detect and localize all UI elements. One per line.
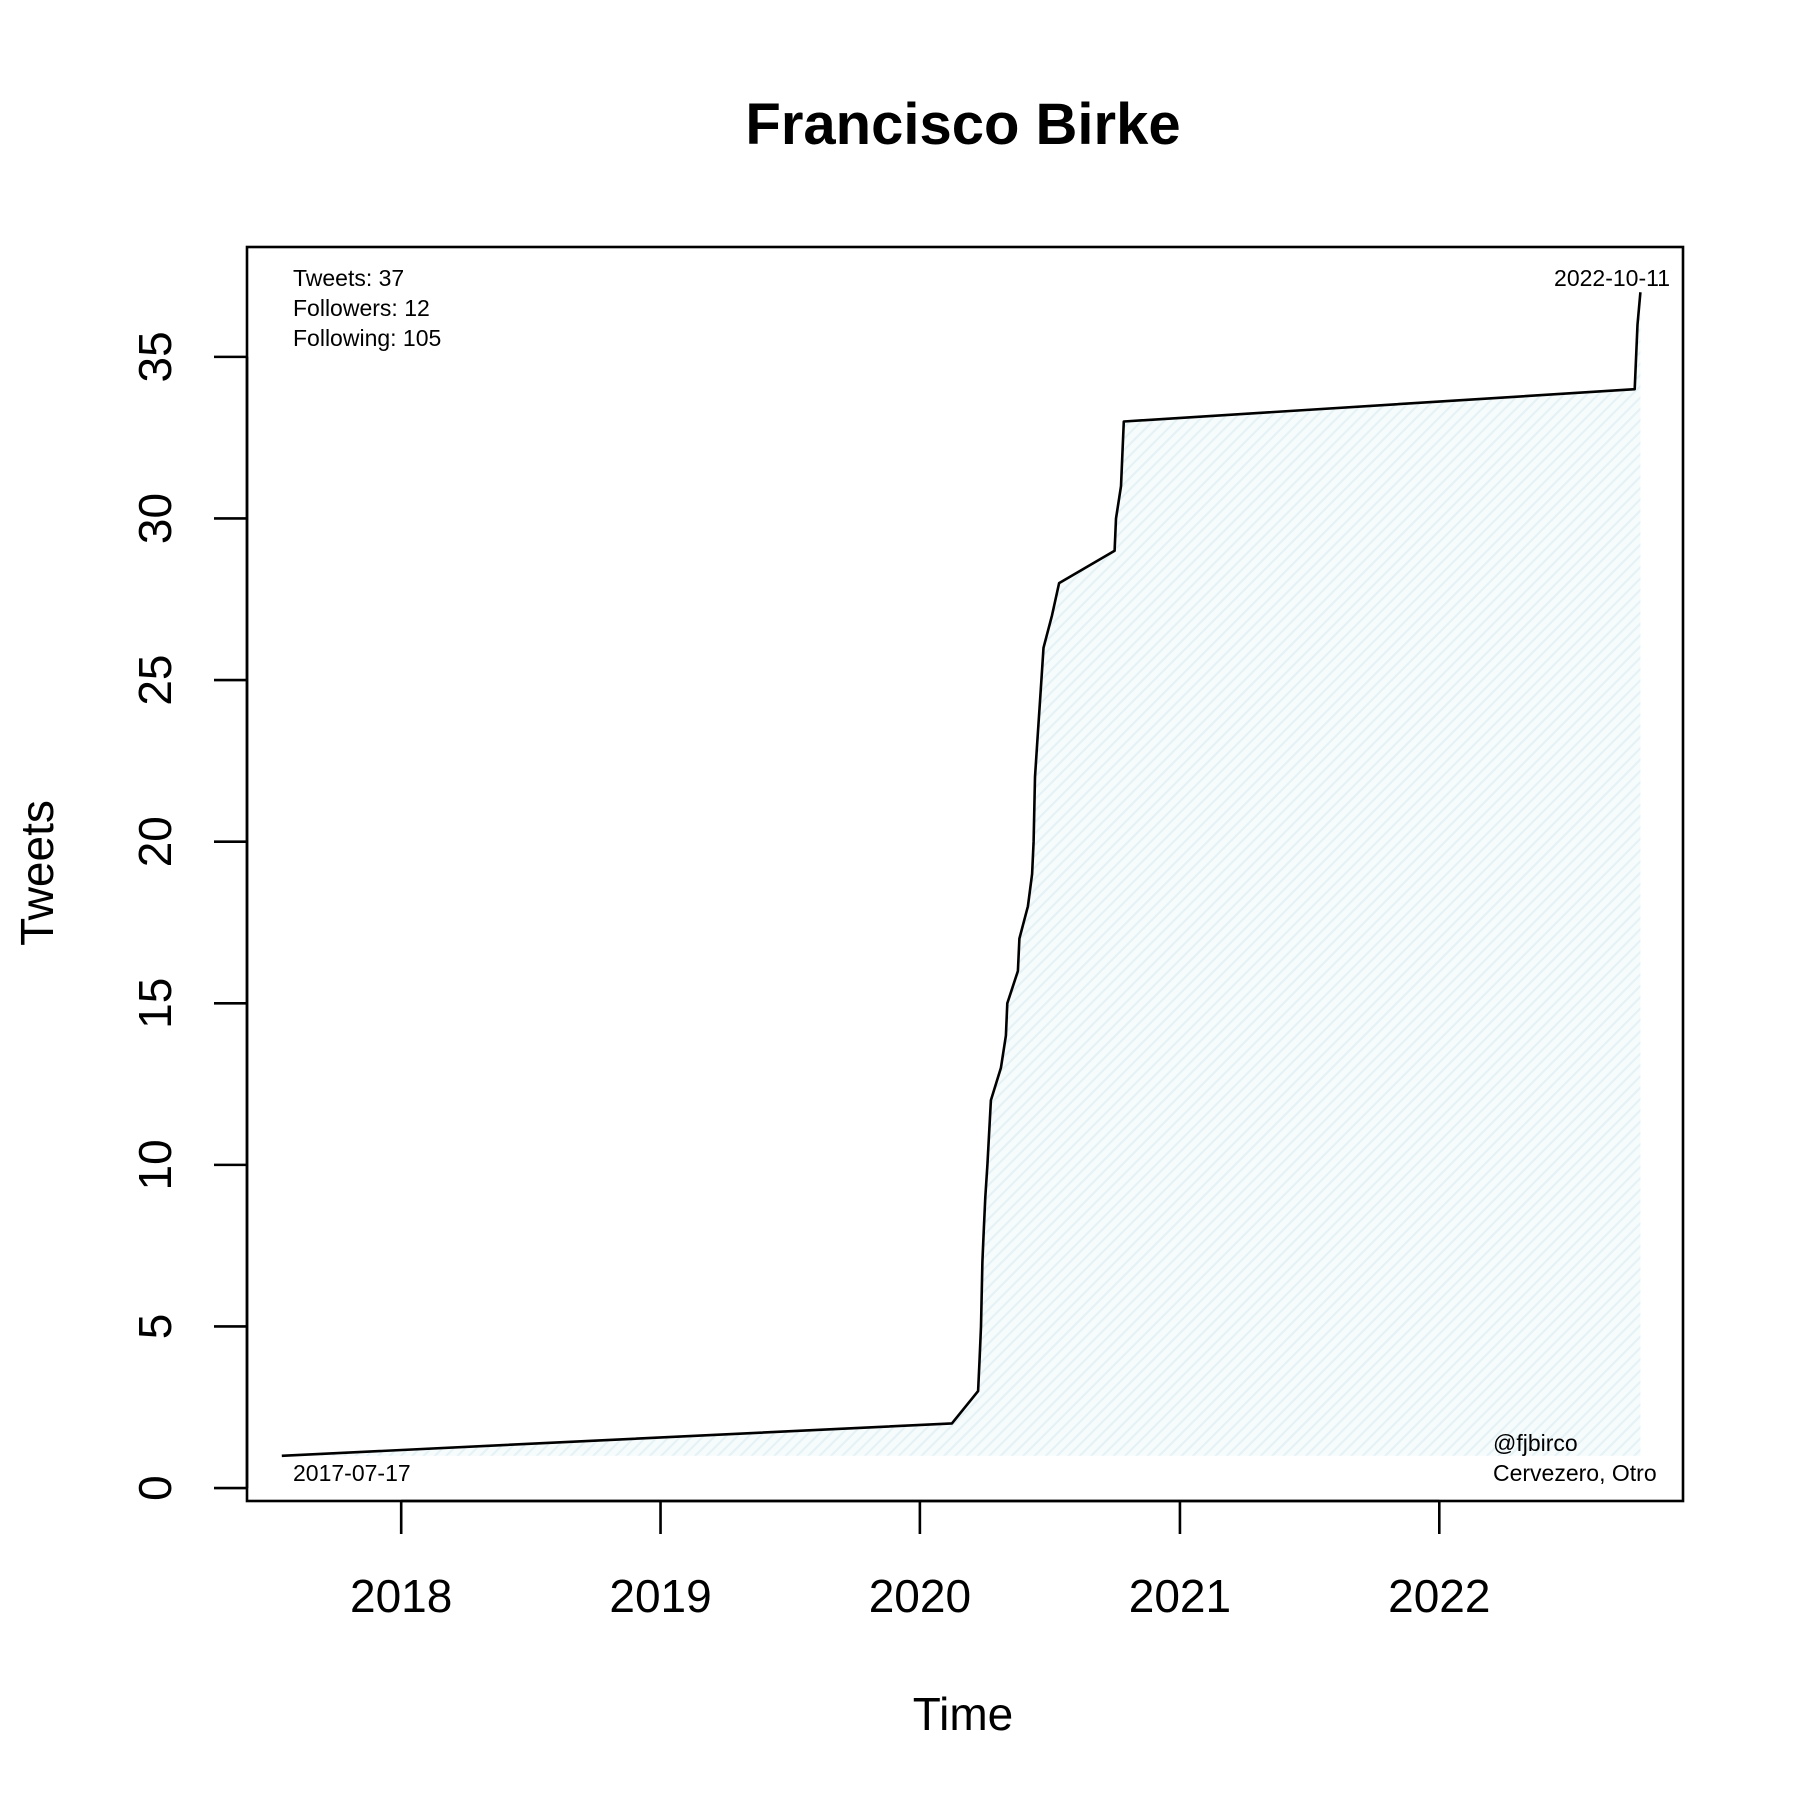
series-line xyxy=(281,292,1642,1458)
handle-label: @fjbirco xyxy=(1493,1430,1578,1456)
y-tick-label-0: 0 xyxy=(129,1475,181,1501)
y-tick-label-25: 25 xyxy=(129,655,181,706)
x-tick-label-2021: 2021 xyxy=(1129,1570,1231,1622)
x-tick-label-2020: 2020 xyxy=(869,1570,971,1622)
x-tick-label-2019: 2019 xyxy=(609,1570,711,1622)
stat-followers: Followers: 12 xyxy=(293,295,430,321)
y-tick-label-35: 35 xyxy=(129,331,181,382)
y-tick-label-10: 10 xyxy=(129,1139,181,1190)
start-date-label: 2017-07-17 xyxy=(293,1460,411,1486)
stats-annotation: Tweets: 37 Followers: 12 Following: 105 xyxy=(293,265,441,351)
y-tick-label-15: 15 xyxy=(129,978,181,1029)
stat-tweets: Tweets: 37 xyxy=(293,265,404,291)
stat-following: Following: 105 xyxy=(293,325,441,351)
client-label: Cervezero, Otro xyxy=(1493,1460,1657,1486)
y-tick-label-30: 30 xyxy=(129,493,181,544)
x-tick-label-2022: 2022 xyxy=(1388,1570,1490,1622)
x-tick-label-2018: 2018 xyxy=(350,1570,452,1622)
y-axis: 0 5 10 15 20 25 30 35 xyxy=(129,331,249,1501)
end-date-label: 2022-10-11 xyxy=(1554,265,1670,291)
chart-title: Francisco Birke xyxy=(745,92,1180,157)
x-axis-label: Time xyxy=(913,1688,1014,1740)
x-axis: 2018 2019 2020 2021 2022 xyxy=(350,1499,1490,1622)
y-tick-label-20: 20 xyxy=(129,816,181,867)
y-axis-label: Tweets xyxy=(11,800,63,946)
area-fill xyxy=(281,292,1641,1456)
y-tick-label-5: 5 xyxy=(129,1314,181,1340)
